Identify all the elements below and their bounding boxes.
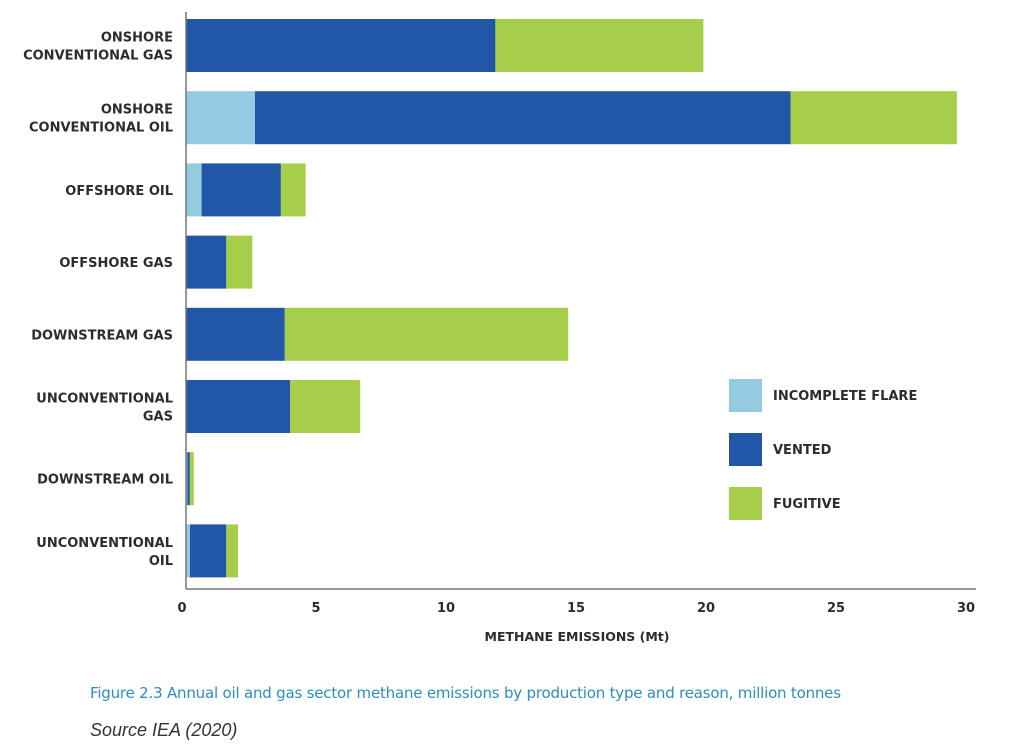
bar-segment-vented [189, 524, 227, 578]
bars-group [186, 19, 957, 578]
x-tick-label: 30 [957, 601, 975, 616]
stacked-bar-chart: ONSHORE CONVENTIONAL GAS ONSHORE CONVENTION… [23, 12, 976, 644]
legend-label: VENTED [773, 443, 832, 458]
legend-label: INCOMPLETE FLARE [773, 389, 917, 404]
category-labels: ONSHORE CONVENTIONAL GAS ONSHORE CONVENTION… [23, 31, 173, 569]
bar-segment-vented [186, 307, 285, 361]
bar-segment-vented [187, 452, 190, 506]
category-label: CONVENTIONAL GAS [23, 49, 173, 64]
category-label: ONSHORE [101, 103, 173, 118]
x-tick-label: 10 [437, 601, 455, 616]
bar-segment-fugitive [226, 524, 238, 578]
bar-segment-vented [254, 91, 791, 145]
category-label: OFFSHORE GAS [59, 256, 173, 271]
x-tick-label: 0 [177, 601, 186, 616]
bar-segment-fugitive [280, 163, 306, 217]
legend-swatch-vented [729, 433, 762, 466]
legend-swatch-fugitive [729, 487, 762, 520]
category-label: UNCONVENTIONAL [36, 536, 173, 551]
bar-segment-vented [201, 163, 281, 217]
category-label: CONVENTIONAL OIL [29, 121, 173, 136]
category-label: ONSHORE [101, 31, 173, 46]
bar-segment-fugitive [226, 235, 253, 289]
category-label: GAS [143, 410, 173, 425]
bar-segment-fugitive [284, 307, 569, 361]
bar-segment-vented [186, 19, 496, 72]
bar-segment-fugitive [189, 452, 194, 506]
x-tick-label: 5 [311, 601, 320, 616]
category-label: DOWNSTREAM OIL [37, 473, 173, 488]
figure-caption: Figure 2.3 Annual oil and gas sector met… [90, 684, 841, 702]
source-note: Source IEA (2020) [90, 720, 238, 740]
x-tick-labels: 0 5 10 15 20 25 30 [177, 601, 975, 616]
bar-segment-fugitive [495, 19, 704, 72]
bar-segment-incomplete-flare [186, 91, 255, 145]
bar-segment-vented [186, 380, 290, 433]
category-label: DOWNSTREAM GAS [31, 328, 173, 343]
bar-segment-vented [186, 235, 227, 289]
x-tick-label: 15 [567, 601, 585, 616]
legend-swatch-incomplete-flare [729, 379, 762, 412]
legend-label: FUGITIVE [773, 497, 841, 512]
bar-segment-fugitive [290, 380, 361, 433]
legend: INCOMPLETE FLARE VENTED FUGITIVE [729, 379, 917, 520]
category-label: OIL [149, 554, 173, 569]
x-tick-label: 20 [697, 601, 715, 616]
category-label: OFFSHORE OIL [65, 184, 173, 199]
bar-segment-incomplete-flare [186, 163, 202, 217]
bar-segment-incomplete-flare [186, 524, 190, 578]
category-label: UNCONVENTIONAL [36, 392, 173, 407]
x-tick-label: 25 [827, 601, 845, 616]
bar-segment-fugitive [790, 91, 957, 145]
x-axis-title: METHANE EMISSIONS (Mt) [485, 629, 670, 644]
